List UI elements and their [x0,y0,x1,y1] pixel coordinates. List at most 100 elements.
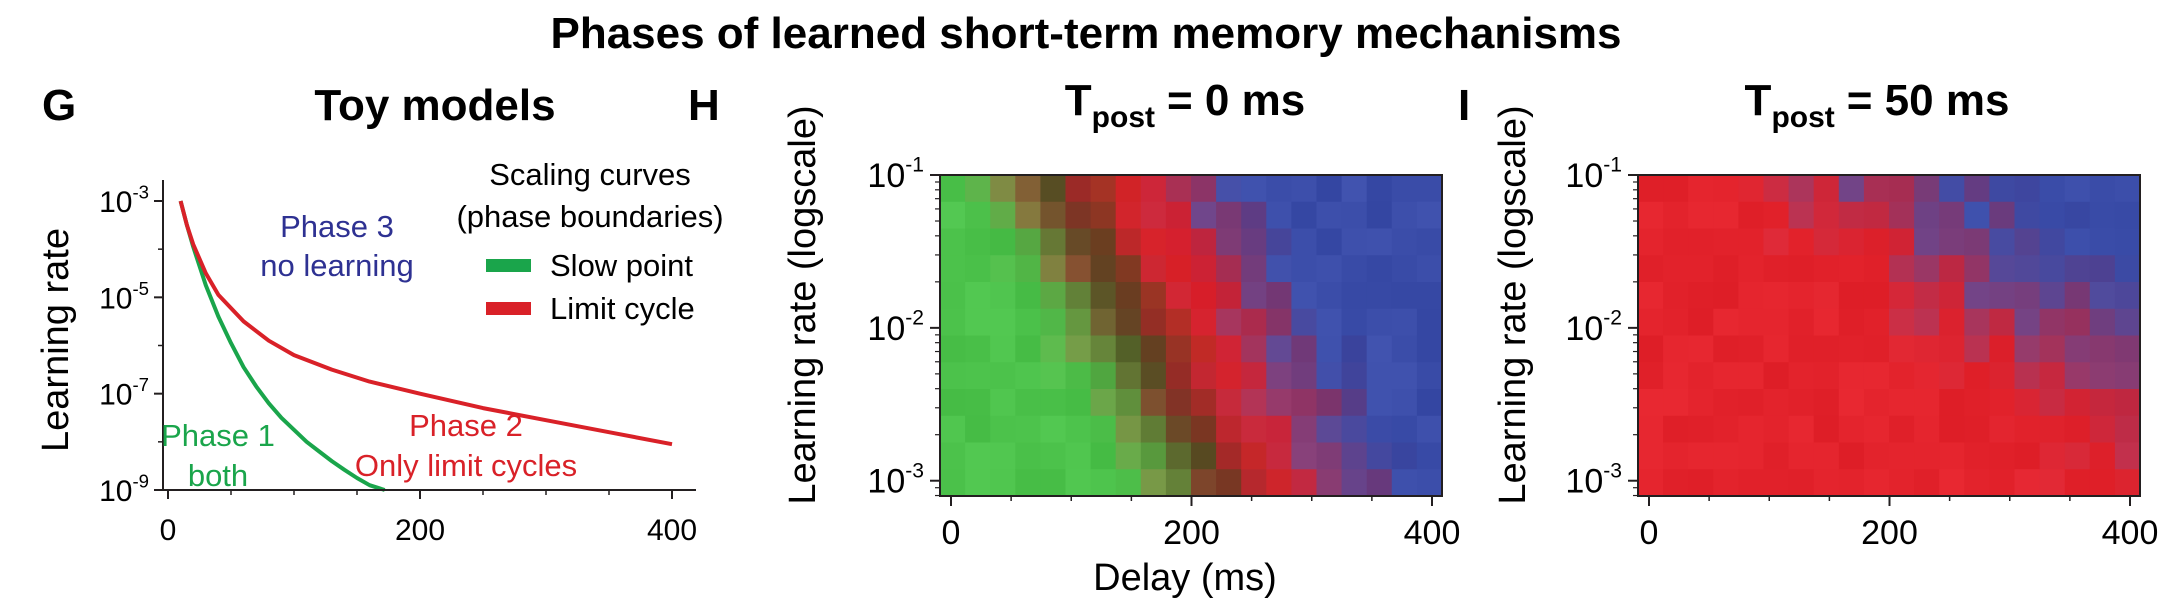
h-heatmap-cell [1191,175,1217,203]
h-heatmap-cell [1040,442,1067,470]
h-heatmap-cell [1065,362,1092,390]
i-y-tick-label-mantissa: 10 [1565,463,1603,501]
h-heatmap-cell [1341,389,1368,417]
h-heatmap-cell [1216,335,1242,363]
i-heatmap-cell [1914,255,1940,283]
i-heatmap-cell [2089,255,2116,283]
i-heatmap-cell [1663,415,1689,444]
h-heatmap-cell [1416,469,1443,497]
h-heatmap-cell [1266,335,1292,363]
annotation-phase3-line2: no learning [260,248,413,283]
i-heatmap-cell [2089,415,2116,444]
i-heatmap-cell [1688,469,1714,497]
g-y-tick-label-mantissa: 10 [99,379,132,412]
h-heatmap-cell [1090,415,1117,444]
panel-h-title-sub: post [1092,101,1155,134]
h-heatmap-cell [1090,469,1117,497]
h-heatmap-cell [1065,389,1092,417]
i-heatmap-cell [1788,415,1815,444]
i-heatmap-cell [1638,362,1664,390]
h-heatmap-cell [1291,389,1318,417]
h-heatmap-cell [990,362,1016,390]
i-y-tick-label: 10-3 [1565,459,1622,500]
g-y-tick-label-exponent: -3 [132,182,149,203]
i-heatmap-cell [2114,255,2141,283]
i-heatmap-cell [1914,469,1940,497]
i-heatmap-cell [1763,362,1790,390]
h-heatmap-cell [1040,469,1067,497]
i-heatmap-cell [1763,228,1790,256]
i-heatmap-cell [1738,308,1765,337]
h-heatmap-cell [1040,255,1067,283]
h-heatmap-cell [1090,308,1117,337]
h-heatmap-cell [1115,201,1142,230]
i-heatmap-cell [1989,362,2016,390]
h-heatmap-cell [990,335,1016,363]
h-heatmap-cell [1065,415,1092,444]
h-heatmap-cell [1266,469,1292,497]
i-heatmap-cell [1964,255,1990,283]
h-heatmap-cell [1266,362,1292,390]
i-heatmap-cell [1914,308,1940,337]
h-heatmap-cell [1090,255,1117,283]
h-heatmap-cell [1065,175,1092,203]
i-heatmap-cell [1813,308,1840,337]
h-heatmap-cell [1316,469,1343,497]
i-heatmap-cell [1914,175,1940,203]
i-heatmap-cell [1763,389,1790,417]
i-heatmap-cell [1964,228,1990,256]
h-heatmap-cell [990,469,1016,497]
i-heatmap-cell [2039,282,2066,310]
h-heatmap-cell [1316,175,1343,203]
i-heatmap-cell [1813,282,1840,310]
i-heatmap-cell [2114,308,2141,337]
i-heatmap-cell [2064,175,2091,203]
h-heatmap-cell [1115,415,1142,444]
h-heatmap-cell [940,282,966,310]
i-heatmap-cell [1788,175,1815,203]
i-heatmap-cell [1788,308,1815,337]
i-heatmap-cell [1738,255,1765,283]
h-heatmap-cell [1241,362,1267,390]
h-heatmap-cell [1366,335,1393,363]
h-heatmap-cell [990,442,1016,470]
h-heatmap-cell [1341,228,1368,256]
i-heatmap-cell [2039,175,2066,203]
i-heatmap-cell [1713,228,1739,256]
h-heatmap-cell [1015,335,1041,363]
panel-h-cells [940,175,1443,497]
h-heatmap-cell [940,389,966,417]
i-heatmap-cell [1863,469,1890,497]
g-x-tick-label: 200 [395,514,445,547]
h-heatmap-cell [1165,282,1192,310]
i-heatmap-cell [1638,175,1664,203]
panel-g-letter: G [42,81,76,130]
h-heatmap-cell [1416,389,1443,417]
i-heatmap-cell [2114,469,2141,497]
g-y-tick-label-exponent: -9 [132,471,149,492]
h-heatmap-cell [1266,442,1292,470]
h-heatmap-cell [1165,201,1192,230]
h-heatmap-cell [1241,389,1267,417]
h-heatmap-cell [1115,255,1142,283]
h-heatmap-cell [1416,228,1443,256]
h-heatmap-cell [1241,335,1267,363]
h-heatmap-cell [1341,415,1368,444]
h-y-tick-label-exponent: -1 [905,154,924,177]
annotation-phase2-line1: Phase 2 [409,408,523,443]
h-heatmap-cell [1266,255,1292,283]
panel-g-lines [178,200,673,492]
i-heatmap-cell [2014,255,2041,283]
i-y-tick-label: 10-1 [1565,154,1622,195]
h-y-tick-label-mantissa: 10 [867,157,905,195]
h-heatmap-cell [1216,308,1242,337]
i-heatmap-cell [1914,201,1940,230]
panel-h-ylabel: Learning rate (logscale) [782,105,824,504]
i-heatmap-cell [1688,201,1714,230]
h-heatmap-cell [1090,362,1117,390]
h-heatmap-cell [1140,469,1167,497]
h-heatmap-cell [1266,201,1292,230]
i-heatmap-cell [1813,255,1840,283]
